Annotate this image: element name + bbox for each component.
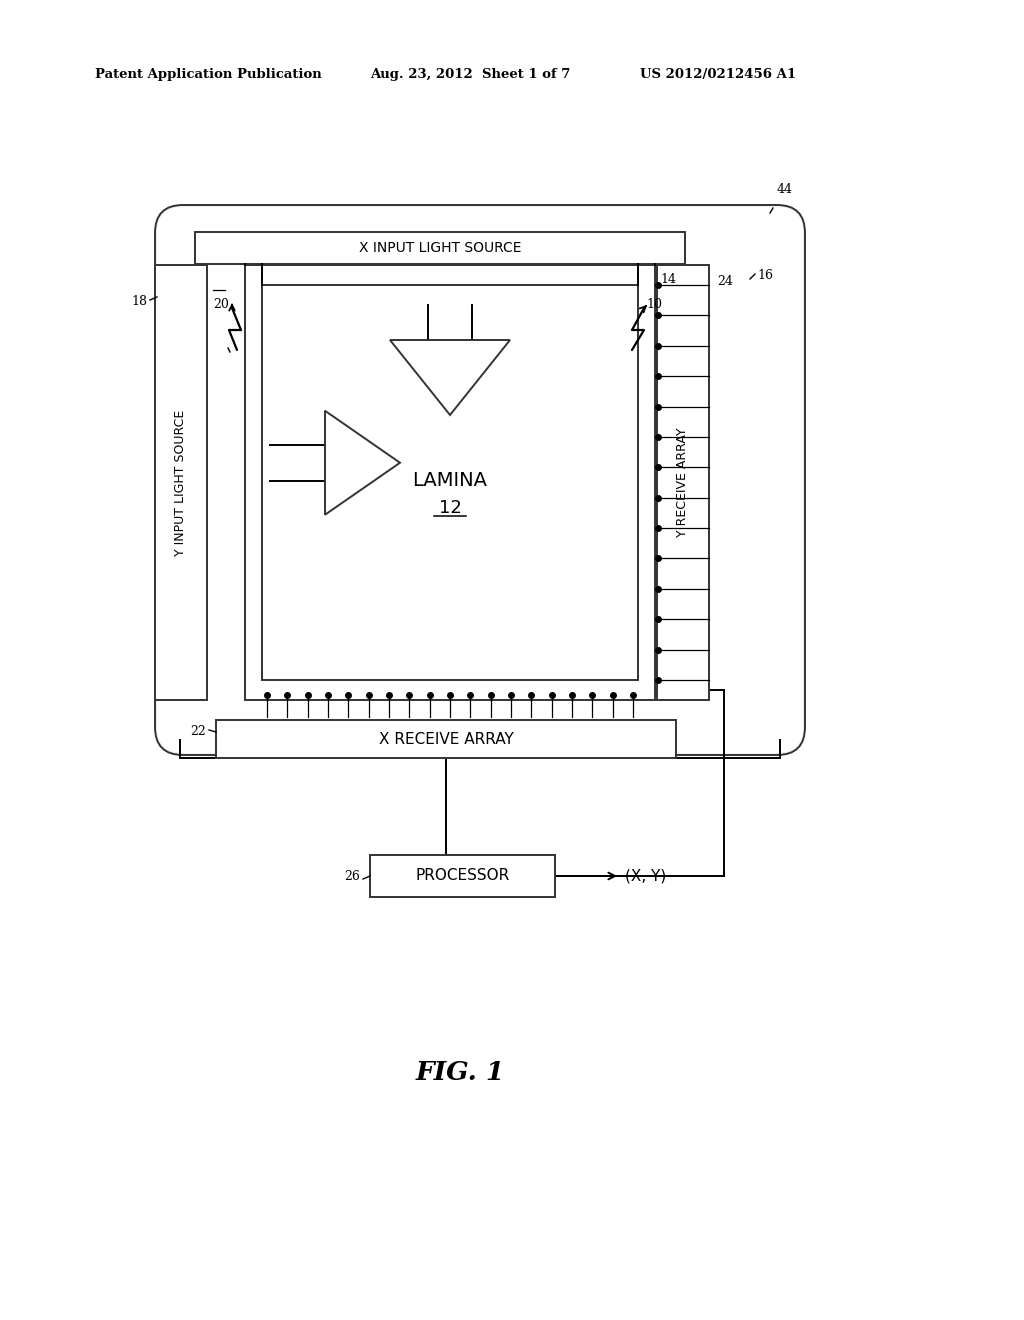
Bar [262, 285, 638, 680]
Text: (X, Y): (X, Y) [625, 869, 667, 883]
Bar [370, 855, 555, 898]
Text: 14: 14 [660, 273, 676, 286]
Bar [216, 719, 676, 758]
Text: 20: 20 [213, 298, 229, 312]
Text: 12: 12 [438, 499, 462, 517]
Text: 44: 44 [777, 183, 793, 195]
Text: 16: 16 [757, 269, 773, 282]
Text: Aug. 23, 2012  Sheet 1 of 7: Aug. 23, 2012 Sheet 1 of 7 [370, 69, 570, 81]
Bar [245, 265, 655, 700]
Polygon shape [390, 341, 510, 414]
Bar [195, 232, 685, 264]
Text: 22: 22 [190, 725, 206, 738]
Text: 18: 18 [131, 294, 147, 308]
Text: US 2012/0212456 A1: US 2012/0212456 A1 [640, 69, 796, 81]
FancyBboxPatch shape [157, 207, 803, 752]
Text: 26: 26 [344, 870, 360, 883]
Polygon shape [325, 411, 400, 515]
FancyBboxPatch shape [155, 205, 805, 755]
Text: 10: 10 [646, 298, 662, 312]
Text: Y RECEIVE ARRAY: Y RECEIVE ARRAY [677, 428, 689, 537]
Text: X RECEIVE ARRAY: X RECEIVE ARRAY [379, 731, 513, 747]
Text: Y INPUT LIGHT SOURCE: Y INPUT LIGHT SOURCE [174, 409, 187, 556]
Text: 24: 24 [717, 275, 733, 288]
Text: PROCESSOR: PROCESSOR [416, 869, 510, 883]
Text: Patent Application Publication: Patent Application Publication [95, 69, 322, 81]
Bar [657, 265, 709, 700]
Bar [155, 265, 207, 700]
Text: FIG. 1: FIG. 1 [416, 1060, 505, 1085]
Text: X INPUT LIGHT SOURCE: X INPUT LIGHT SOURCE [358, 242, 521, 255]
Text: LAMINA: LAMINA [413, 471, 487, 490]
